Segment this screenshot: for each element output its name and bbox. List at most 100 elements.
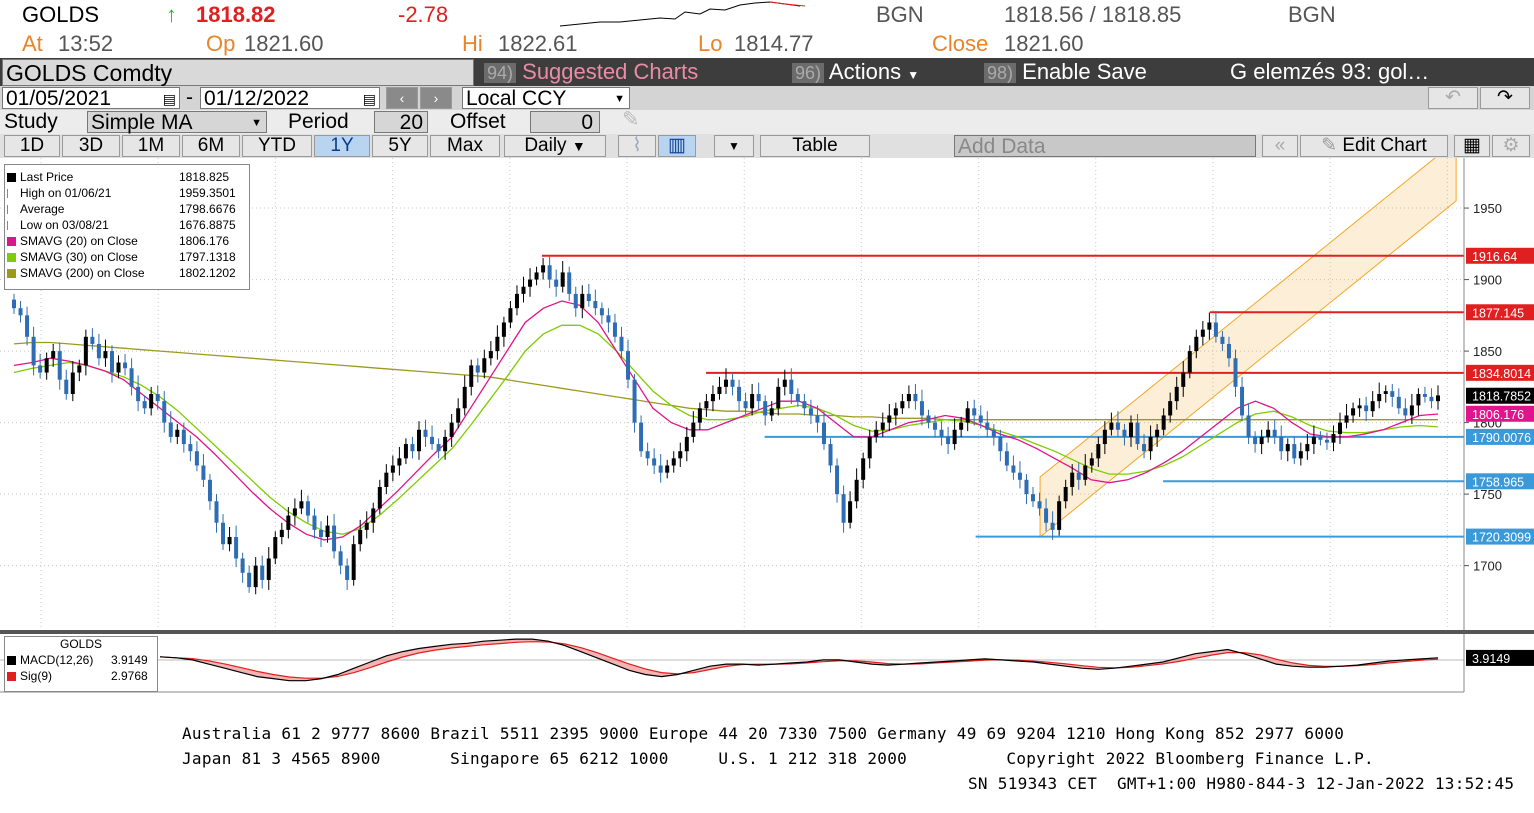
candle-body xyxy=(1063,486,1068,502)
candle-body xyxy=(1377,394,1382,402)
last-price: 1818.82 xyxy=(196,2,276,27)
pencil-icon[interactable]: ✎ xyxy=(622,108,640,131)
calendar-icon[interactable]: ▤ xyxy=(162,91,176,107)
period-button-ytd[interactable]: YTD xyxy=(242,135,312,157)
candle-body xyxy=(795,394,800,402)
panel-divider[interactable] xyxy=(0,630,1534,634)
study-select[interactable]: Simple MA ▼ xyxy=(87,111,267,134)
candle-body xyxy=(926,415,931,423)
start-date-field[interactable]: 01/05/2021 ▤ xyxy=(2,87,180,110)
candle-body xyxy=(1168,401,1173,416)
price-tag-label: 1877.145 xyxy=(1472,306,1524,320)
candle-body xyxy=(1207,322,1212,330)
bar-chart-icon[interactable]: ▥ xyxy=(658,135,696,157)
candle-body xyxy=(77,365,82,373)
chart-legend[interactable]: Last Price 1818.825 High on 01/06/21 1959.3… xyxy=(4,164,250,290)
line-chart-icon[interactable]: ⌇ xyxy=(618,135,656,157)
legend-value: 1959.3501 xyxy=(179,186,236,200)
period-button-6m[interactable]: 6M xyxy=(182,135,240,157)
actions-menu[interactable]: 96) Actions ▼ xyxy=(786,58,968,86)
candle-body xyxy=(299,501,304,509)
macd-swatch xyxy=(7,656,16,666)
candle-body xyxy=(403,444,408,459)
suggested-charts-button[interactable]: 94) Suggested Charts xyxy=(478,58,778,86)
period-button-1d[interactable]: 1D xyxy=(4,135,60,157)
bid-source: BGN xyxy=(876,2,924,27)
end-date-field[interactable]: 01/12/2022 ▤ xyxy=(200,87,380,110)
candle-body xyxy=(1148,436,1153,452)
candle-body xyxy=(351,544,356,580)
candle-body xyxy=(998,436,1003,452)
table-button[interactable]: Table xyxy=(760,135,870,157)
legend-value: 1806.176 xyxy=(179,234,230,248)
footer-copyright: Japan 81 3 4565 8900 Singapore 65 6212 1… xyxy=(182,749,1374,768)
period-button-5y[interactable]: 5Y xyxy=(372,135,428,157)
next-range-button[interactable]: › xyxy=(420,87,452,109)
candle-body xyxy=(416,429,421,452)
candle-body xyxy=(1122,429,1127,437)
candle-body xyxy=(149,394,154,409)
candle-body xyxy=(1083,465,1088,480)
candle-body xyxy=(469,365,474,387)
add-data-field[interactable]: Add Data xyxy=(954,135,1256,158)
collapse-icon[interactable]: « xyxy=(1262,135,1298,157)
candle-body xyxy=(789,379,794,394)
price-tag xyxy=(1466,528,1534,545)
redo-button[interactable]: ↷ xyxy=(1480,87,1530,109)
frequency-select[interactable]: Daily ▼ xyxy=(504,135,606,157)
candle-body xyxy=(397,458,402,466)
price-tag-label: 1758.965 xyxy=(1472,475,1524,489)
candle-body xyxy=(933,422,938,430)
chart-style-dropdown[interactable]: ▼ xyxy=(714,135,754,157)
period-button-3d[interactable]: 3D xyxy=(62,135,120,157)
candle-body xyxy=(1409,405,1414,416)
macd-legend[interactable]: GOLDS MACD(12,26) 3.9149 Sig(9) 2.9768 xyxy=(4,636,158,692)
chart-title[interactable]: G elemzés 93: gol… xyxy=(1214,58,1534,86)
candle-body xyxy=(1344,415,1349,423)
candle-body xyxy=(1422,394,1427,397)
candle-body xyxy=(332,525,337,552)
period-button-1y[interactable]: 1Y xyxy=(314,135,370,157)
candle-body xyxy=(83,336,88,366)
candle-body xyxy=(1044,508,1049,523)
period-button-1m[interactable]: 1M xyxy=(122,135,180,157)
period-button-max[interactable]: Max xyxy=(430,135,500,157)
prev-range-button[interactable]: ‹ xyxy=(386,87,418,109)
chart-background xyxy=(0,158,1534,693)
legend-value: 1818.825 xyxy=(179,170,230,184)
candle-body xyxy=(25,315,30,337)
candle-body xyxy=(436,444,441,452)
signal-label: Sig(9) xyxy=(20,669,53,683)
enable-save-button[interactable]: 98) Enable Save xyxy=(978,58,1206,86)
y-tick-label: 1900 xyxy=(1473,273,1502,288)
edit-chart-button[interactable]: ✎ Edit Chart xyxy=(1300,135,1448,157)
security-field[interactable]: GOLDS Comdty xyxy=(2,59,474,86)
chart-settings-icon[interactable]: ▦ xyxy=(1454,135,1490,157)
candle-body xyxy=(410,444,415,452)
candle-body xyxy=(619,336,624,352)
ask-source: BGN xyxy=(1288,2,1336,27)
intraday-sparkline xyxy=(560,1,806,27)
period-input[interactable]: 20 xyxy=(374,111,428,134)
candle-body xyxy=(364,522,369,530)
candle-body xyxy=(240,558,245,573)
candle-body xyxy=(1076,472,1081,480)
legend-value: 1676.8875 xyxy=(179,218,236,232)
macd-value: 3.9149 xyxy=(111,653,148,667)
candle-body xyxy=(776,386,781,409)
candle-body xyxy=(1370,401,1375,412)
currency-select[interactable]: Local CCY ▼ xyxy=(462,87,630,110)
candle-body xyxy=(1017,472,1022,480)
legend-label: Low on 03/08/21 xyxy=(20,218,109,232)
undo-button[interactable]: ↶ xyxy=(1428,87,1478,109)
candle-body xyxy=(194,451,199,466)
calendar-icon[interactable]: ▤ xyxy=(362,91,376,107)
candle-body xyxy=(57,351,62,380)
offset-input[interactable]: 0 xyxy=(530,111,600,134)
candle-body xyxy=(874,429,879,437)
candle-body xyxy=(508,308,513,323)
candle-body xyxy=(1403,408,1408,416)
gear-icon[interactable]: ⚙ xyxy=(1492,135,1530,157)
candle-body xyxy=(606,315,611,323)
